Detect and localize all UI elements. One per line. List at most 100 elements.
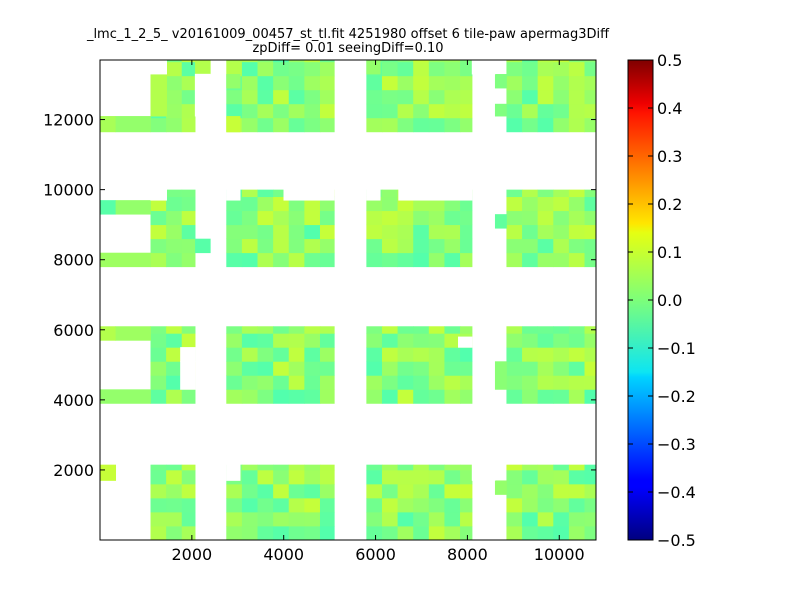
heatmap-cell xyxy=(428,103,445,119)
heatmap-cell xyxy=(226,483,243,499)
heatmap-cell xyxy=(584,238,596,254)
heatmap-cell xyxy=(553,469,570,485)
heatmap-cell xyxy=(444,326,461,334)
x-tick-label: 10000 xyxy=(534,545,585,564)
heatmap-cell xyxy=(273,60,290,63)
heatmap-cell xyxy=(241,483,258,499)
heatmap-cell xyxy=(288,497,305,513)
heatmap-cell xyxy=(428,224,445,240)
heatmap-cell xyxy=(166,326,183,334)
heatmap-cell xyxy=(553,61,570,77)
heatmap-cell xyxy=(181,189,196,198)
heatmap-cell xyxy=(568,238,585,254)
colorbar-tick-label: −0.3 xyxy=(657,435,696,454)
heatmap-cell xyxy=(181,60,196,63)
heatmap-cell xyxy=(257,189,274,198)
heatmap-cell xyxy=(288,75,305,91)
empty-cell xyxy=(226,189,241,201)
heatmap-cell xyxy=(181,389,196,404)
heatmap-cell xyxy=(257,75,274,91)
colorbar-tick-label: 0.0 xyxy=(657,291,682,310)
heatmap-cell xyxy=(537,361,554,376)
heatmap-cell xyxy=(226,61,243,77)
heatmap-cell xyxy=(413,469,430,485)
heatmap-cell xyxy=(288,483,305,499)
heatmap-cell xyxy=(522,103,539,119)
heatmap-cell xyxy=(166,60,183,63)
heatmap-cell xyxy=(428,326,445,334)
heatmap-cell xyxy=(150,483,167,499)
heatmap-cell xyxy=(166,375,183,390)
heatmap-cell xyxy=(444,525,461,540)
heatmap-cell xyxy=(537,333,554,348)
empty-cell xyxy=(194,73,211,117)
heatmap-cell xyxy=(444,103,461,119)
heatmap-cell xyxy=(537,483,554,499)
heatmap-cell xyxy=(304,238,321,254)
heatmap-cell xyxy=(166,189,183,198)
heatmap-cell xyxy=(522,497,539,513)
heatmap-cell xyxy=(241,252,258,268)
heatmap-cell xyxy=(273,89,290,105)
heatmap-cell xyxy=(428,60,445,63)
heatmap-cell xyxy=(241,60,258,63)
heatmap-cell xyxy=(304,60,321,63)
empty-cell xyxy=(180,347,196,362)
heatmap-cell xyxy=(522,189,539,198)
heatmap-cell xyxy=(428,469,445,485)
empty-cell xyxy=(366,189,381,201)
heatmap-cell xyxy=(241,210,258,226)
heatmap-cell xyxy=(553,497,570,513)
heatmap-cell xyxy=(397,117,414,133)
heatmap-cell xyxy=(288,60,305,63)
heatmap-cell xyxy=(584,252,596,268)
heatmap-cell xyxy=(444,483,461,499)
heatmap-cell xyxy=(319,525,335,540)
heatmap-cell xyxy=(166,61,183,77)
heatmap-cell xyxy=(304,89,321,105)
heatmap-cell xyxy=(537,89,554,105)
heatmap-cell xyxy=(257,497,274,513)
heatmap-cell xyxy=(100,389,151,404)
heatmap-cell xyxy=(568,189,585,198)
heatmap-cell xyxy=(226,333,243,348)
heatmap-cell xyxy=(181,333,196,348)
heatmap-cell xyxy=(115,326,151,341)
heatmap-cell xyxy=(553,333,570,348)
heatmap-cell xyxy=(166,464,183,471)
heatmap-cell xyxy=(553,361,570,376)
heatmap-cell xyxy=(397,497,414,513)
heatmap-cell xyxy=(428,511,445,527)
heatmap-cell xyxy=(444,497,461,513)
heatmap-cell xyxy=(460,75,473,91)
heatmap-cell xyxy=(428,75,445,91)
heatmap-cell xyxy=(241,525,258,540)
heatmap-cell xyxy=(506,103,523,119)
heatmap-cell xyxy=(506,196,523,212)
heatmap-cell xyxy=(428,375,445,390)
heatmap-cell xyxy=(568,60,585,63)
heatmap-cell xyxy=(397,511,414,527)
heatmap-cell xyxy=(366,497,383,513)
heatmap-cell xyxy=(304,117,321,133)
heatmap-cell xyxy=(506,60,523,63)
heatmap-cell xyxy=(568,361,585,376)
heatmap-cell xyxy=(288,210,305,226)
y-tick-label: 4000 xyxy=(53,391,94,410)
heatmap-cell xyxy=(166,89,183,105)
heatmap-cell xyxy=(366,252,383,268)
heatmap-cell xyxy=(257,483,274,499)
heatmap-cell xyxy=(304,347,321,362)
heatmap-cell xyxy=(444,252,461,268)
heatmap-cell xyxy=(537,497,554,513)
heatmap-cell xyxy=(226,361,243,376)
heatmap-cell xyxy=(568,464,585,471)
heatmap-cell xyxy=(304,61,321,77)
empty-cell xyxy=(398,189,473,201)
heatmap-cell xyxy=(553,375,570,390)
heatmap-cell xyxy=(537,511,554,527)
heatmap-cell xyxy=(413,61,430,77)
heatmap-cell xyxy=(366,389,383,404)
heatmap-cell xyxy=(319,224,335,240)
heatmap-cell xyxy=(553,75,570,91)
